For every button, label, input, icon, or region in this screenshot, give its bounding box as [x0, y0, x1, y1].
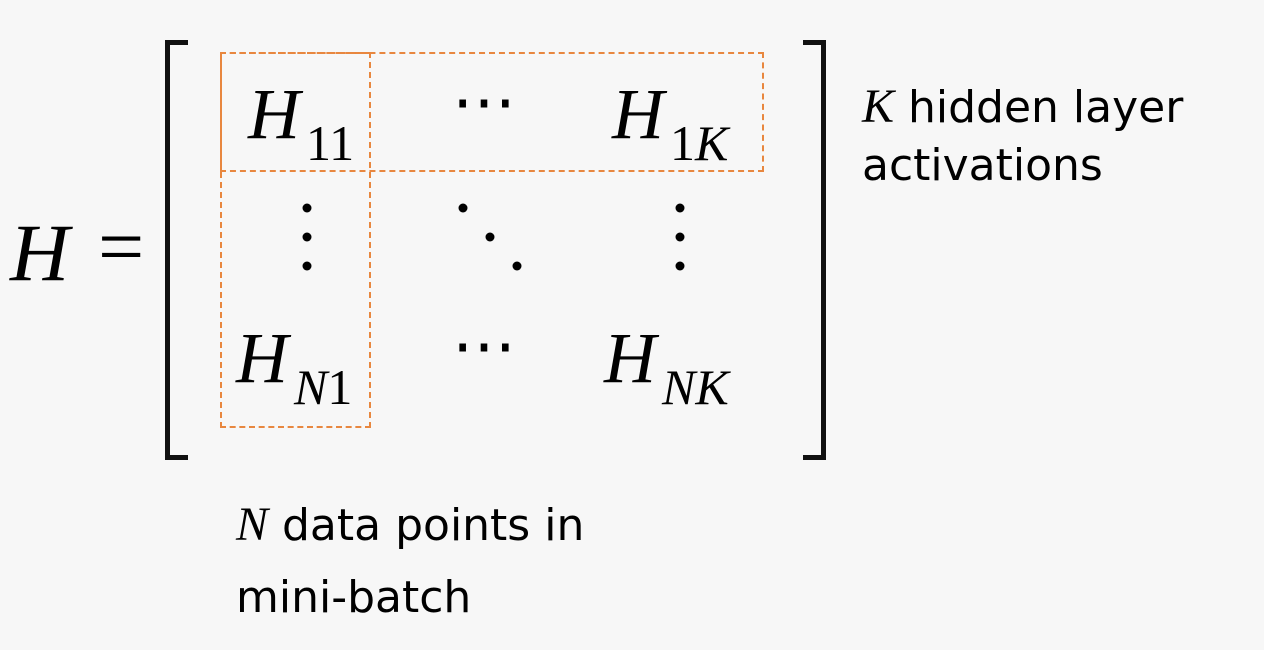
rows-annotation: K hidden layer activations	[862, 78, 1183, 195]
cols-annotation: N data points in mini-batch	[236, 496, 584, 627]
entry-hn1-base: H	[236, 318, 288, 398]
bottom-horizontal-dots: ⋯	[452, 310, 516, 381]
left-bracket	[165, 40, 188, 460]
entry-h1k-base: H	[612, 74, 664, 154]
entry-h1k: H 1K	[612, 78, 728, 168]
rows-annotation-line2: activations	[862, 140, 1103, 191]
top-horizontal-dots: ⋯	[452, 66, 516, 137]
cols-annotation-line2: mini-batch	[236, 572, 472, 623]
entry-hnk-subscript: NK	[662, 359, 729, 415]
right-bracket	[803, 40, 826, 460]
entry-h11-base: H	[248, 74, 300, 154]
entry-h1k-subscript: 1K	[670, 115, 729, 171]
entry-hnk-base: H	[604, 318, 656, 398]
diagonal-dots	[458, 203, 522, 271]
equals-sign: =	[98, 201, 145, 292]
entry-h11: H 11	[248, 78, 354, 168]
left-vertical-dots	[302, 203, 312, 271]
entry-hn1-subscript: N1	[294, 359, 353, 415]
entry-hnk: H NK	[604, 322, 729, 412]
entry-h11-subscript: 11	[306, 115, 355, 171]
lhs-variable: H	[10, 207, 70, 298]
column-highlight-box	[220, 52, 371, 428]
entry-hn1: H N1	[236, 322, 352, 412]
right-vertical-dots	[675, 203, 685, 271]
cols-annotation-line1: N data points in	[236, 498, 585, 551]
rows-annotation-line1: K hidden layer	[862, 80, 1184, 133]
